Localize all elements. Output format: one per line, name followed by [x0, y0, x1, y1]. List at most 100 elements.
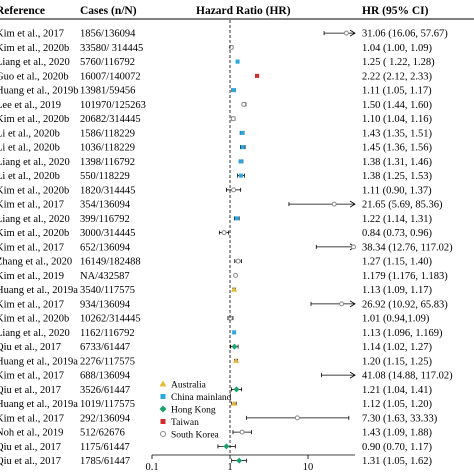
point-estimate	[331, 201, 337, 207]
point-estimate	[231, 187, 237, 193]
study-cases: 13981/59456	[80, 86, 135, 97]
x-tick-label: 0.1	[145, 462, 158, 473]
legend-entry: Taiwan	[160, 418, 199, 428]
study-cases: 399/116792	[80, 214, 130, 225]
study-row: Lee et al., 2019 101970/125263 1.50 (1.44,…	[0, 100, 432, 111]
point-estimate	[231, 88, 236, 93]
legend-label: Taiwan	[171, 418, 199, 428]
study-reference: Kim et al., 2017	[0, 242, 64, 253]
study-cases: 934/136094	[80, 299, 131, 310]
study-hr-ci: 1.11 (0.90, 1.37)	[362, 185, 432, 196]
study-row: Huang et al., 2019a 1019/117575 1.12 (1.05…	[0, 399, 432, 410]
study-row: Kim et al., 2017 934/136094 26.92 (10.92, …	[0, 299, 448, 310]
study-row: Kim et al., 2017 292/136094 7.30 (1.63, 33…	[0, 413, 438, 424]
study-hr-ci: 1.11 (1.05, 1.17)	[362, 86, 432, 97]
study-cases: 1856/136094	[80, 29, 136, 40]
study-cases: 512/62676	[80, 428, 125, 439]
study-cases: NA/432587	[80, 271, 130, 282]
study-reference: Kim et al., 2020b	[0, 43, 69, 54]
legend-label: China mainland	[171, 393, 232, 403]
study-hr-ci: 1.13 (1.09, 1.17)	[362, 285, 432, 296]
point-estimate	[239, 429, 245, 435]
study-hr-ci: 1.38 (1.25, 1.53)	[362, 171, 432, 182]
study-hr-ci: 2.22 (2.12, 2.33)	[362, 71, 432, 82]
study-row: Kim et al., 2019 NA/432587 1.179 (1.176, 1…	[0, 271, 448, 282]
point-estimate	[236, 457, 243, 464]
study-row: Qiu et al., 2017 1785/61447 1.31 (1.05, 1.…	[0, 456, 432, 467]
study-hr-ci: 7.30 (1.63, 33.33)	[362, 413, 438, 424]
study-hr-ci: 21.65 (5.69, 85.36)	[362, 200, 443, 211]
study-cases: 101970/125263	[80, 100, 146, 111]
header-reference: Reference	[0, 5, 45, 17]
study-reference: Kim et al., 2017	[0, 413, 64, 424]
legend-entry: China mainland	[160, 393, 232, 403]
study-hr-ci: 1.179 (1.176, 1.183)	[362, 271, 448, 282]
study-row: Liang et al., 2020 399/116792 1.22 (1.14, …	[0, 214, 432, 225]
study-hr-ci: 1.38 (1.31, 1.46)	[362, 157, 432, 168]
study-row: Kim et al., 2017 354/136094 21.65 (5.69, 8…	[0, 200, 443, 211]
study-cases: 3540/117575	[80, 285, 135, 296]
study-reference: Kim et al., 2020b	[0, 228, 69, 239]
study-reference: Qiu et al., 2017	[0, 385, 61, 396]
ci-arrow	[349, 29, 356, 37]
point-estimate	[235, 59, 240, 64]
study-hr-ci: 1.12 (1.05, 1.20)	[362, 399, 432, 410]
point-estimate	[255, 73, 260, 78]
study-rows: Kim et al., 2017 1856/136094 31.06 (16.06,…	[0, 29, 453, 468]
header-hr-ci: HR (95% CI)	[362, 5, 429, 17]
study-reference: Kim et al., 2020b	[0, 114, 69, 125]
study-row: Liang et al., 2020 5760/116792 1.25 ( 1.22…	[0, 57, 435, 68]
study-row: Kim et al., 2020b 3000/314445 0.84 (0.73, …	[0, 228, 432, 239]
study-row: Kim et al., 2017 688/136094 41.08 (14.88, …	[0, 371, 453, 382]
point-estimate	[233, 357, 240, 363]
study-row: Li et al., 2020b 550/118229 1.38 (1.25, 1.…	[0, 171, 432, 182]
ci-arrow	[349, 200, 356, 208]
study-hr-ci: 1.04 (1.00, 1.09)	[362, 43, 432, 54]
point-estimate	[221, 230, 227, 236]
study-hr-ci: 1.43 (1.09, 1.88)	[362, 428, 432, 439]
study-row: Kim et al., 2020b 10262/314445 1.01 (0.94,…	[0, 314, 430, 325]
legend-marker	[160, 431, 166, 437]
legend-entry: Hong Kong	[159, 405, 216, 416]
point-estimate	[231, 286, 238, 292]
study-row: Kim et al., 2020b 1820/314445 1.11 (0.90, …	[0, 185, 432, 196]
study-cases: 1785/61447	[80, 456, 130, 467]
study-row: Liang et al., 2020 1162/116792 1.13 (1.096…	[0, 328, 443, 339]
study-hr-ci: 1.45 (1.36, 1.56)	[362, 143, 432, 154]
study-row: Kim et al., 2020b 33580/ 314445 1.04 (1.00…	[0, 43, 432, 54]
legend-marker	[159, 380, 167, 387]
study-reference: Kim et al., 2019	[0, 271, 64, 282]
study-row: Huang et al., 2019a 3540/117575 1.13 (1.09…	[0, 285, 432, 296]
study-reference: Liang et al., 2020	[0, 214, 70, 225]
study-cases: 16007/140072	[80, 71, 141, 82]
point-estimate	[238, 159, 243, 164]
x-axis: 0.1 1 10	[145, 20, 355, 473]
study-reference: Qiu et al., 2017	[0, 456, 61, 467]
study-row: Liang et al., 2020 1398/116792 1.38 (1.31,…	[0, 157, 432, 168]
study-row: Qiu et al., 2017 3526/61447 1.21 (1.04, 1.…	[0, 385, 432, 396]
study-row: Kim et al., 2017 652/136094 38.34 (12.76, …	[0, 242, 453, 253]
legend-entry: Australia	[159, 380, 207, 391]
study-hr-ci: 0.90 (0.70, 1.17)	[362, 442, 432, 453]
study-reference: Huang et al., 2019a	[0, 356, 78, 367]
column-headers: Reference Cases (n/N) Hazard Ratio (HR) …	[0, 5, 429, 17]
point-estimate	[231, 343, 238, 350]
study-cases: 3000/314445	[80, 228, 135, 239]
point-estimate	[230, 116, 236, 122]
study-reference: Noh et al., 2019	[0, 428, 63, 439]
study-row: Zhang et al., 2020 16149/182488 1.27 (1.15…	[0, 257, 432, 268]
point-estimate	[233, 272, 239, 278]
study-cases: 1036/118229	[80, 143, 135, 154]
study-reference: Liang et al., 2020	[0, 328, 70, 339]
study-cases: 1820/314445	[80, 185, 135, 196]
study-cases: 5760/116792	[80, 57, 135, 68]
point-estimate	[223, 443, 230, 450]
study-reference: Lee et al., 2019	[0, 100, 61, 111]
study-reference: Huang et al., 2019b	[0, 86, 79, 97]
study-hr-ci: 1.13 (1.096, 1.169)	[362, 328, 443, 339]
study-hr-ci: 1.50 (1.44, 1.60)	[362, 100, 432, 111]
study-cases: 1019/117575	[80, 399, 135, 410]
study-cases: 354/136094	[80, 200, 131, 211]
study-cases: 1398/116792	[80, 157, 135, 168]
study-reference: Liang et al., 2020	[0, 57, 70, 68]
